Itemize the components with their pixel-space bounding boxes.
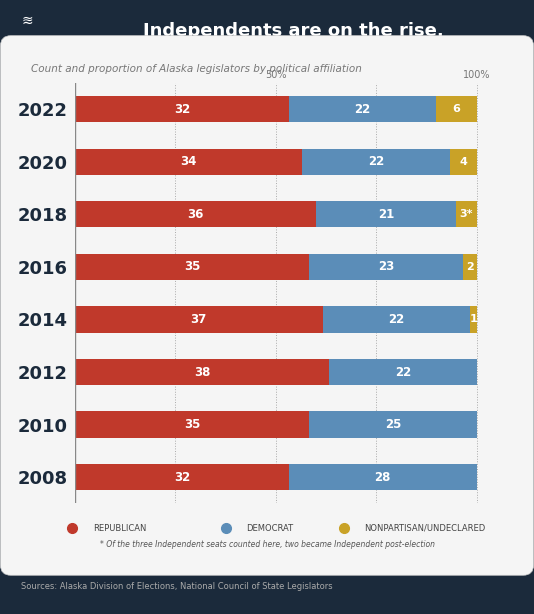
Text: 38: 38 [194, 365, 210, 379]
Text: 22: 22 [368, 155, 384, 168]
Bar [309, 411, 476, 438]
Text: DEMOCRAT: DEMOCRAT [247, 524, 294, 532]
Text: 36: 36 [187, 208, 203, 221]
Bar [75, 306, 323, 333]
Text: 22: 22 [355, 103, 371, 115]
Bar [75, 464, 289, 491]
Bar [289, 464, 476, 491]
Bar [75, 201, 316, 227]
Text: 4: 4 [459, 157, 467, 167]
Bar [463, 254, 476, 280]
Bar [329, 359, 476, 385]
Text: Sightline: Sightline [21, 36, 58, 45]
Text: 3*: 3* [460, 209, 473, 219]
Text: 28: 28 [374, 471, 391, 484]
Text: 21: 21 [378, 208, 394, 221]
Bar [436, 96, 476, 122]
Bar [289, 96, 436, 122]
Text: 6: 6 [452, 104, 460, 114]
Bar [75, 411, 309, 438]
Text: 23: 23 [378, 260, 394, 273]
Bar [75, 254, 309, 280]
Bar [309, 254, 463, 280]
Text: 25: 25 [384, 418, 401, 431]
Text: 100%: 100% [463, 70, 490, 80]
Text: 50%: 50% [265, 70, 286, 80]
Text: 32: 32 [174, 471, 190, 484]
Text: NONPARTISAN/UNDECLARED: NONPARTISAN/UNDECLARED [364, 524, 485, 532]
Text: 35: 35 [184, 260, 200, 273]
Text: 35: 35 [184, 418, 200, 431]
Bar [75, 149, 302, 175]
Text: 37: 37 [191, 313, 207, 326]
Bar [316, 201, 457, 227]
Text: 1: 1 [469, 314, 477, 324]
Text: Independents are on the rise,: Independents are on the rise, [143, 22, 444, 41]
Text: 2: 2 [466, 262, 474, 272]
Text: 32: 32 [174, 103, 190, 115]
Text: ≋: ≋ [21, 14, 33, 28]
Text: 22: 22 [395, 365, 411, 379]
Bar [323, 306, 470, 333]
Bar [302, 149, 450, 175]
Text: * Of the three Independent seats counted here, two became Independent post-elect: * Of the three Independent seats counted… [99, 540, 435, 549]
Bar [457, 201, 476, 227]
Text: REPUBLICAN: REPUBLICAN [93, 524, 146, 532]
Bar [75, 359, 329, 385]
Text: Sources: Alaska Division of Elections, National Council of State Legislators: Sources: Alaska Division of Elections, N… [21, 583, 333, 591]
Text: 34: 34 [180, 155, 197, 168]
Text: Count and proportion of Alaska legislators by political affiliation: Count and proportion of Alaska legislato… [31, 64, 362, 74]
Bar [75, 96, 289, 122]
Text: 22: 22 [388, 313, 404, 326]
FancyBboxPatch shape [1, 36, 533, 575]
Bar [470, 306, 476, 333]
Bar [450, 149, 476, 175]
Text: but Republicans still hold most seats.: but Republicans still hold most seats. [103, 58, 484, 76]
